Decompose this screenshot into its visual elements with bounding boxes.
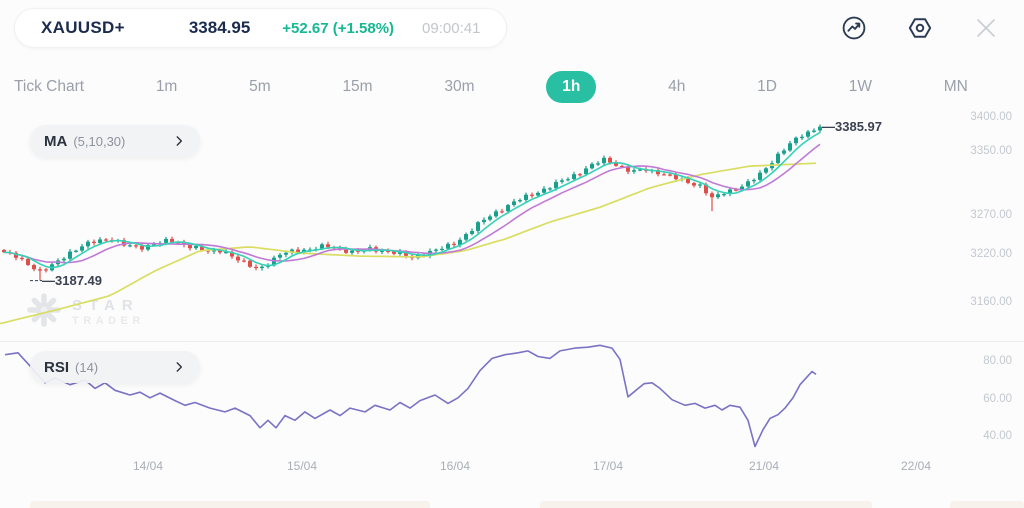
tab-15m[interactable]: 15m	[342, 78, 373, 95]
rsi-label: RSI	[44, 358, 70, 376]
ma-label: MA	[44, 132, 68, 150]
timeframe-tabs: Tick Chart 1m 5m 15m 30m 1h 4h 1D 1W MN	[14, 68, 968, 106]
tab-1h[interactable]: 1h	[546, 71, 597, 103]
price-value: 3384.95	[188, 18, 251, 37]
watermark-line2: TRADER	[72, 314, 145, 327]
rsi-indicator-pill[interactable]: RSI (14)	[30, 351, 200, 383]
tab-mn[interactable]: MN	[943, 78, 968, 95]
tab-5m[interactable]: 5m	[249, 78, 271, 95]
min-price-tag: —3187.49	[42, 273, 102, 288]
change-value: +52.67 (+1.58%)	[282, 19, 395, 37]
close-icon	[974, 16, 998, 45]
chevron-right-icon	[172, 134, 186, 148]
bottom-edge-strip	[30, 501, 430, 508]
hexagon-gear-icon	[907, 15, 933, 46]
tab-1w[interactable]: 1W	[848, 78, 872, 95]
bottom-edge-strip	[950, 501, 1024, 508]
tab-tick-chart[interactable]: Tick Chart	[14, 78, 85, 95]
ma-indicator-pill[interactable]: MA (5,10,30)	[30, 125, 200, 157]
tab-4h[interactable]: 4h	[668, 78, 686, 95]
tab-30m[interactable]: 30m	[444, 78, 475, 95]
close-button[interactable]	[972, 16, 1000, 44]
chevron-right-icon	[172, 360, 186, 374]
chart-settings-button[interactable]	[906, 16, 934, 44]
tab-1m[interactable]: 1m	[155, 78, 178, 95]
rsi-params: (14)	[75, 359, 99, 375]
symbol-label: XAUUSD+	[41, 18, 125, 37]
topbar: XAUUSD+ 3384.95 +52.67 (+1.58%) 09:00:41	[0, 0, 1024, 58]
indicator-trend-button[interactable]	[840, 16, 868, 44]
last-price-tag: —3385.97	[822, 119, 882, 134]
bottom-edge-strip	[540, 501, 872, 508]
clock-value: 09:00:41	[422, 19, 481, 37]
symbol-quote-pill[interactable]: XAUUSD+ 3384.95 +52.67 (+1.58%) 09:00:41	[14, 8, 508, 48]
trend-circle-icon	[841, 15, 867, 46]
tab-1d[interactable]: 1D	[757, 78, 777, 95]
chart-rsi-divider	[0, 341, 1024, 342]
ma-params: (5,10,30)	[73, 133, 126, 149]
